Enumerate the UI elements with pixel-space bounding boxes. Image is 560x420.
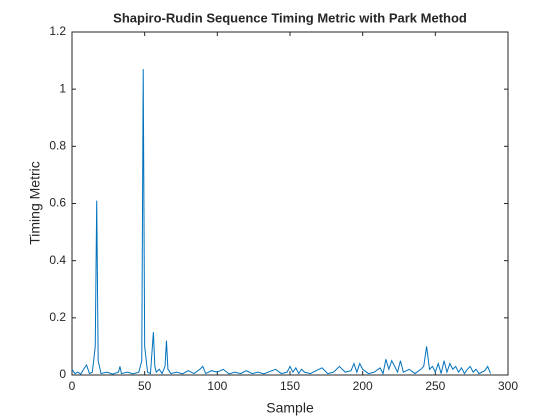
- chart-title: Shapiro-Rudin Sequence Timing Metric wit…: [113, 10, 467, 25]
- data-line: [71, 69, 492, 376]
- y-axis-label: Timing Metric: [27, 161, 43, 245]
- y-tick-label: 1.2: [49, 24, 66, 38]
- y-tick-label: 1: [59, 81, 66, 95]
- y-tick-label: 0.8: [49, 139, 66, 153]
- x-tick-label: 300: [498, 379, 518, 393]
- x-tick-label: 150: [280, 379, 300, 393]
- y-tick-label: 0: [59, 367, 66, 381]
- x-tick-label: 50: [138, 379, 152, 393]
- x-tick-label: 200: [353, 379, 373, 393]
- x-axis-label: Sample: [266, 400, 314, 416]
- x-tick-label: 0: [69, 379, 76, 393]
- axes-box: [71, 31, 509, 376]
- x-tick-label: 100: [207, 379, 227, 393]
- x-tick-label: 250: [425, 379, 445, 393]
- y-tick-label: 0.6: [49, 196, 66, 210]
- y-tick-label: 0.4: [49, 253, 66, 267]
- y-tick-label: 0.2: [49, 310, 66, 324]
